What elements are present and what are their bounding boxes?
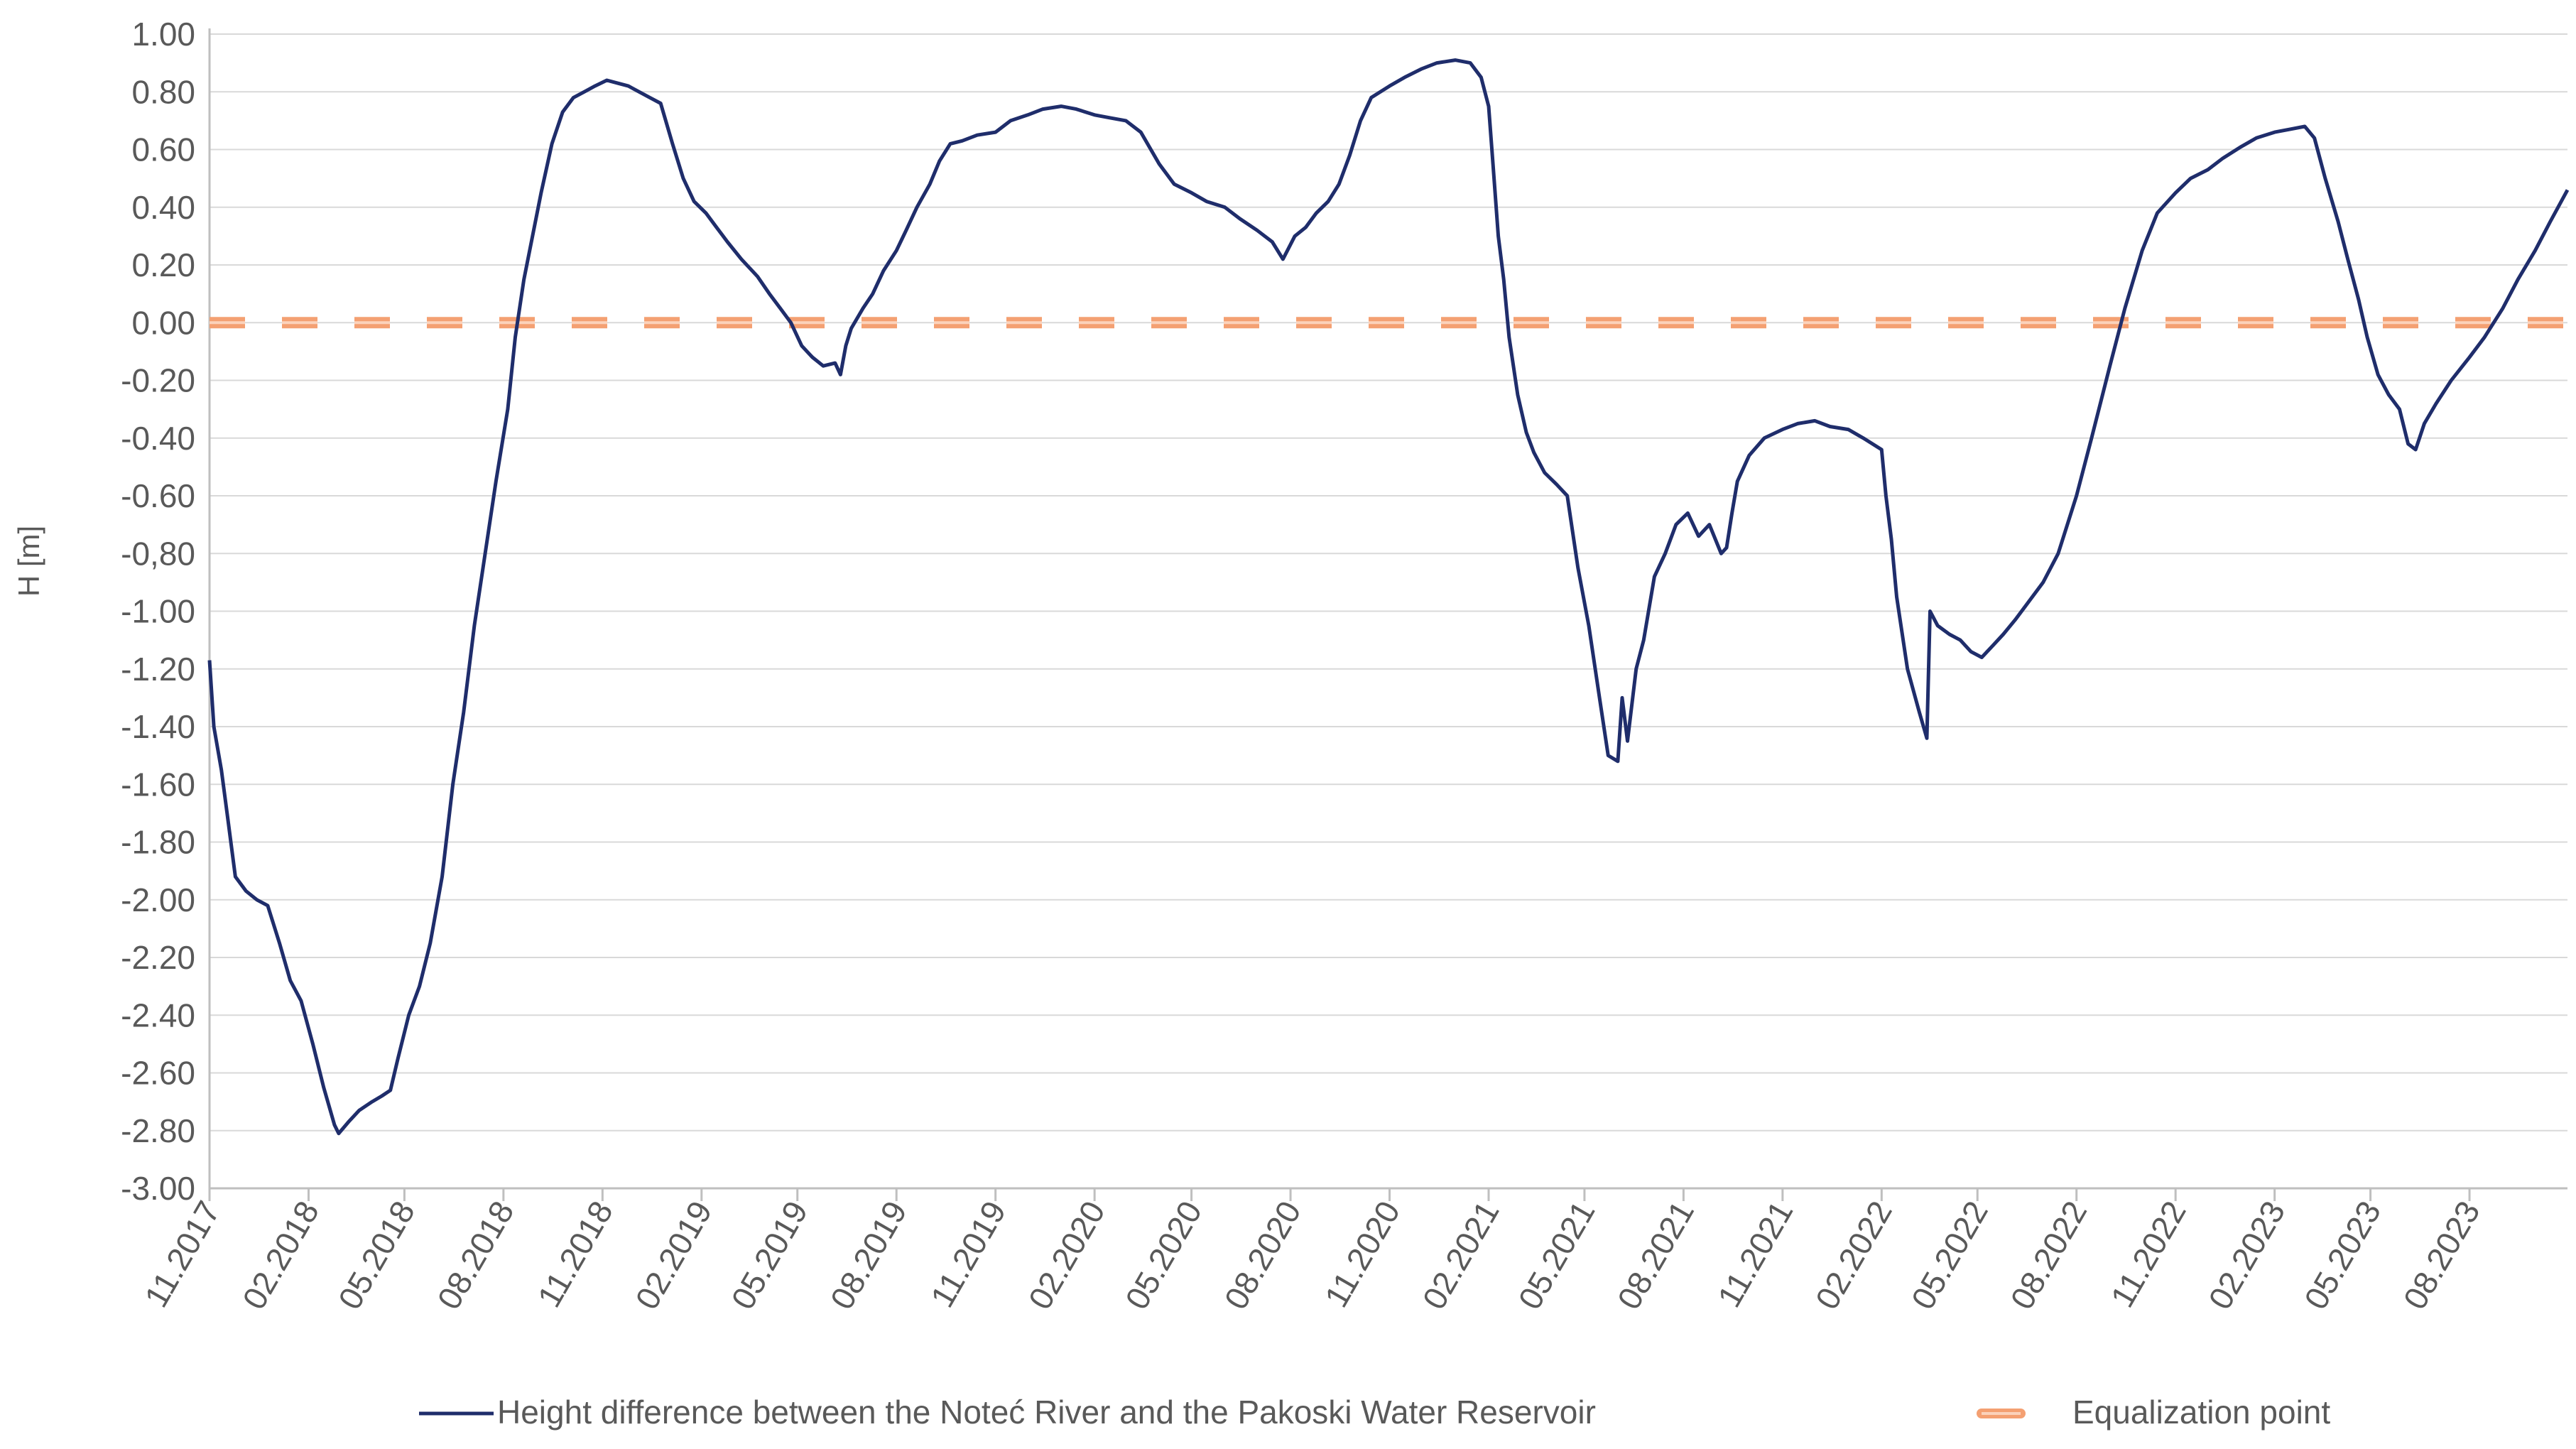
y-tick-label: -2.00 [121,881,195,918]
y-tick-label: -1.80 [121,824,195,861]
y-tick-label: -1.60 [121,766,195,803]
y-tick-label: -2.60 [121,1055,195,1092]
x-tick-label: 08.2021 [1610,1195,1701,1315]
y-tick-label: -2.40 [121,997,195,1033]
x-tick-label: 02.2022 [1808,1195,1899,1315]
y-tick-label: -2.20 [121,939,195,976]
x-tick-label: 05.2018 [331,1195,422,1315]
x-tick-label: 08.2023 [2396,1195,2487,1315]
axes [208,28,2567,1201]
x-tick-label: 02.2018 [235,1195,326,1315]
y-tick-label: -2.80 [121,1112,195,1149]
legend: Height difference between the Noteć Rive… [419,1394,2330,1431]
y-tick-label: 1.00 [131,16,195,53]
y-tick-label: 0.00 [131,304,195,341]
y-tick-label: -0,80 [121,535,195,572]
x-tick-label: 11.2017 [137,1195,227,1313]
legend-label-height-difference: Height difference between the Noteć Rive… [497,1394,1596,1431]
x-tick-label: 08.2022 [2003,1195,2094,1315]
y-tick-label: -1.00 [121,593,195,630]
x-tick-label: 11.2019 [923,1195,1013,1313]
x-tick-label: 11.2022 [2103,1195,2192,1313]
x-tick-label: 11.2020 [1317,1195,1407,1313]
gridlines [210,33,2567,1189]
x-tick-label: 05.2019 [724,1195,815,1315]
y-tick-label: -0.20 [121,362,195,399]
x-tick-label: 08.2018 [430,1195,521,1315]
series-line-height-difference [207,58,2570,1136]
series-lines [207,58,2570,1136]
y-tick-label: 0.20 [131,246,195,283]
y-tick-label: -0.60 [121,477,195,514]
x-tick-label: 05.2022 [1904,1195,1995,1315]
y-axis-label: H [m] [12,526,45,597]
x-tick-label: 08.2020 [1217,1195,1308,1315]
legend-item-height-difference: Height difference between the Noteć Rive… [419,1394,1596,1431]
y-tick-label: 0.60 [131,131,195,168]
x-tick-label: 05.2021 [1511,1195,1602,1315]
y-tick-label: 0.40 [131,189,195,226]
x-tick-label: 11.2018 [531,1195,620,1313]
y-tick-labels: 1.00 0.80 0.60 0.40 0.20 0.00 -0.20 -0.40 -0.60 -… [121,16,195,1207]
x-tick-label: 02.2023 [2201,1195,2292,1315]
legend-label-equalization: Equalization point [2072,1394,2330,1431]
x-tick-label: 05.2023 [2297,1195,2388,1315]
y-tick-label: 0.80 [131,73,195,110]
y-tick-label: -1.40 [121,708,195,745]
y-tick-label: -3.00 [121,1170,195,1207]
legend-item-equalization: Equalization point [1977,1394,2330,1431]
x-tick-label: 11.2021 [1710,1195,1800,1313]
x-tick-labels: 11.2017 02.2018 05.2018 08.2018 11.2018 02.20… [137,1195,2487,1315]
y-tick-label: -0.40 [121,420,195,457]
x-tick-label: 02.2020 [1021,1195,1112,1315]
y-tick-label: -1.20 [121,651,195,688]
x-tick-label: 05.2020 [1118,1195,1209,1315]
x-tick-label: 02.2021 [1415,1195,1506,1315]
x-tick-label: 08.2019 [823,1195,914,1315]
x-tick-label: 02.2019 [628,1195,719,1315]
